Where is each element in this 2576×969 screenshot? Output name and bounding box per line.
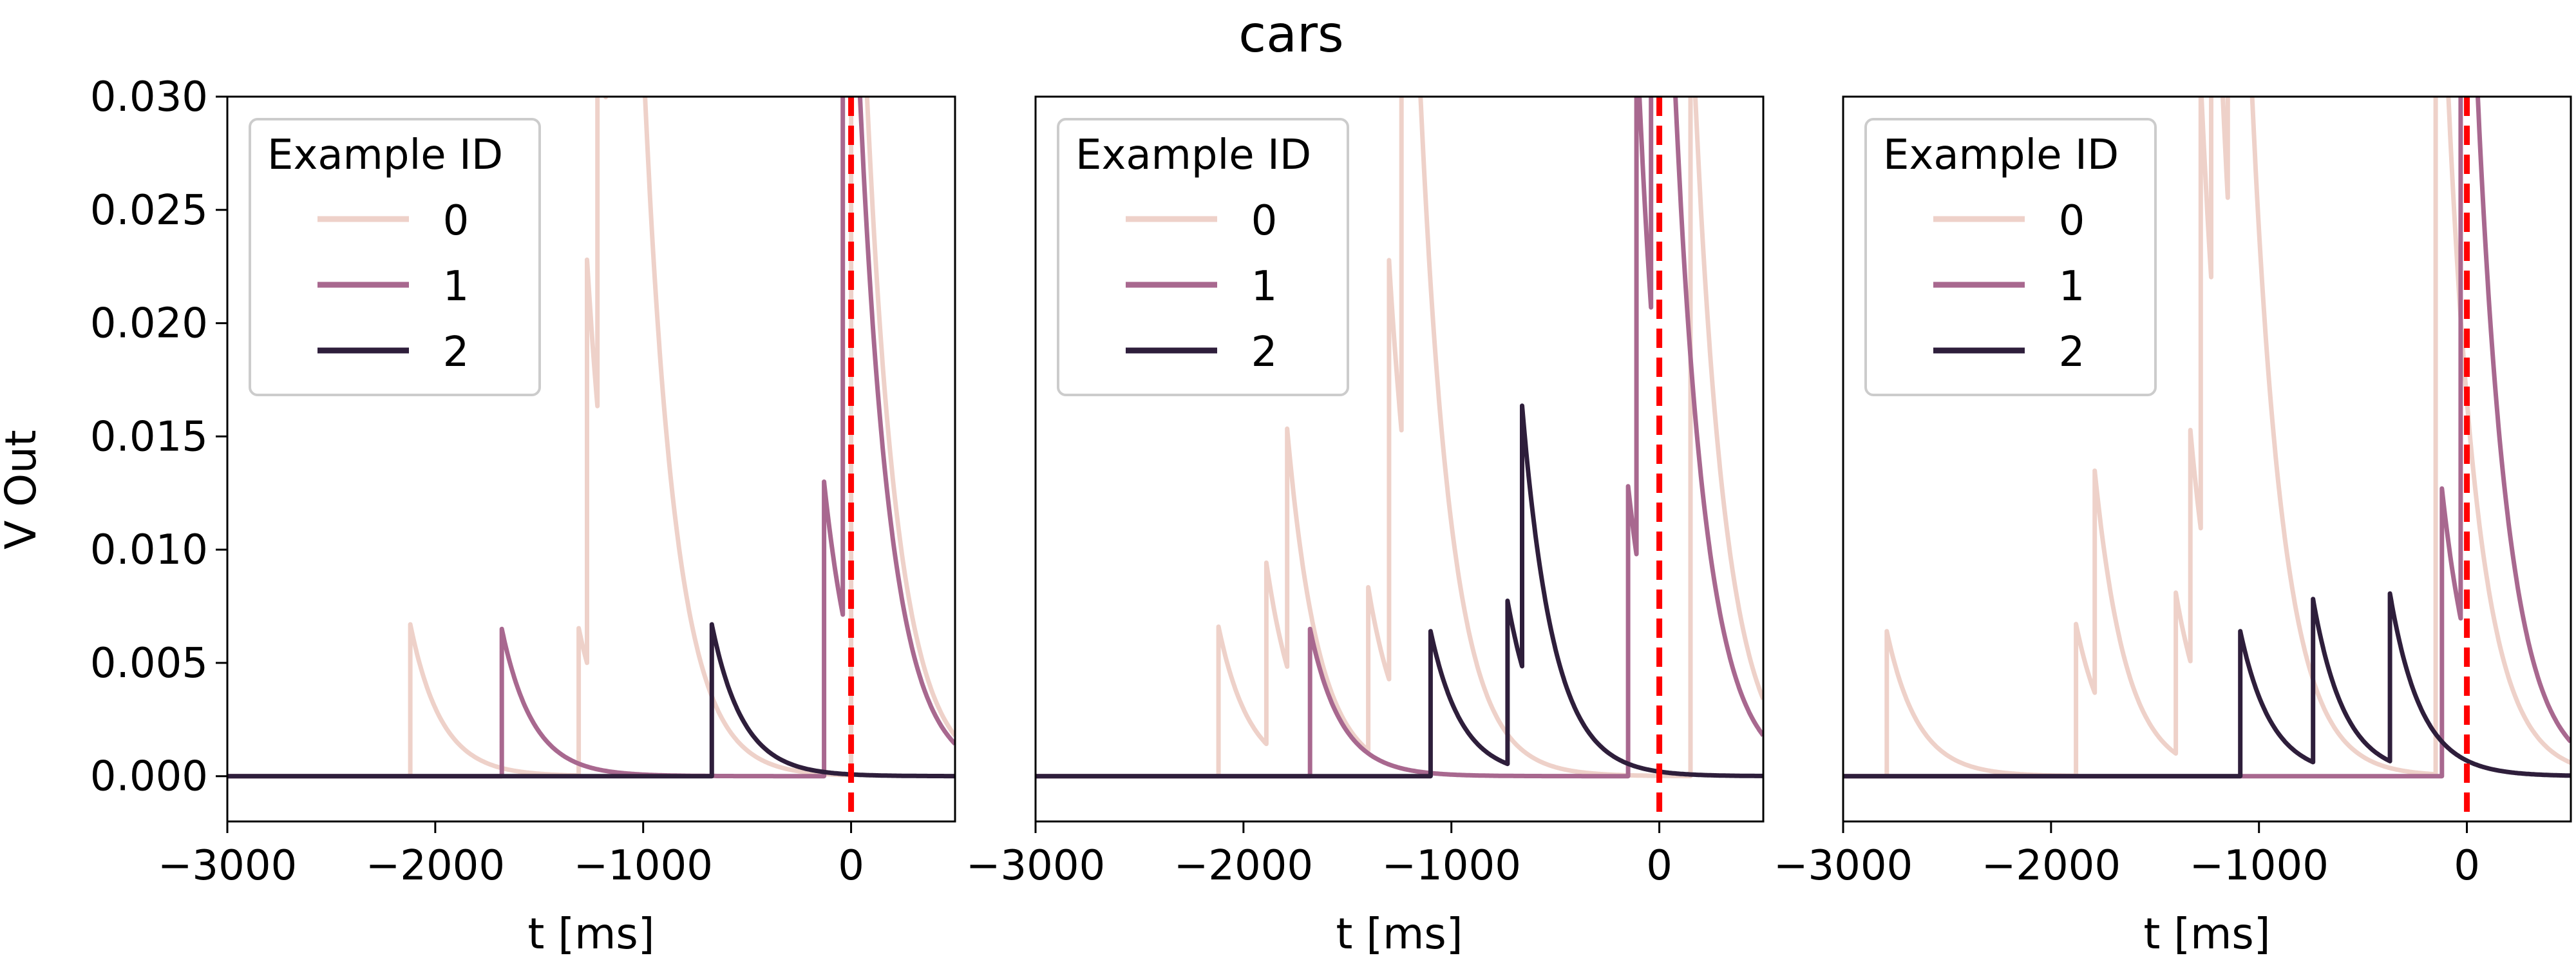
legend: Example ID 0 1 2 [249, 118, 541, 396]
legend-label-0: 0 [443, 197, 469, 245]
x-tick-label: −1000 [573, 842, 713, 890]
x-tick-label: −3000 [1774, 842, 1913, 890]
legend: Example ID 0 1 2 [1864, 118, 2157, 396]
panel-3: −3000 −2000 −1000 0 t [ms] Example ID 0 1 2 [1774, 95, 2572, 959]
x-tick-label: −3000 [158, 842, 298, 890]
x-tick-label: −2000 [1174, 842, 1314, 890]
legend-label-2: 2 [443, 329, 469, 376]
plot-area [1843, 97, 2571, 779]
plot-area [227, 97, 955, 779]
x-tick-label: −3000 [966, 842, 1106, 890]
legend: Example ID 0 1 2 [1057, 118, 1349, 396]
legend-label-1: 1 [443, 263, 469, 311]
x-tick-label: 0 [838, 842, 864, 890]
y-tick-label: 0.000 [90, 753, 208, 801]
plot-area [1036, 97, 1763, 779]
legend-label-0: 0 [1251, 197, 1278, 245]
series-line-2 [227, 622, 955, 779]
legend-label-2: 2 [1251, 329, 1278, 376]
legend-label-2: 2 [2059, 329, 2085, 376]
x-tick-label: 0 [1646, 842, 1672, 890]
panel-1: −3000 −2000 −1000 0 t [ms] 0.000 0.005 0.010 0.0… [90, 73, 956, 959]
axes-frame [1842, 95, 2572, 823]
legend-box [1864, 118, 2157, 396]
legend-label-1: 1 [1251, 263, 1278, 311]
y-tick-label: 0.025 [90, 187, 208, 235]
y-tick-label: 0.030 [90, 73, 208, 121]
axes-frame [1034, 95, 1765, 823]
legend-box [249, 118, 541, 396]
x-axis-label: t [ms] [2143, 909, 2270, 959]
x-axis-label: t [ms] [527, 909, 654, 959]
x-tick-label: −2000 [366, 842, 506, 890]
x-tick-label: 0 [2454, 842, 2480, 890]
legend-box [1057, 118, 1349, 396]
x-axis-label: t [ms] [1336, 909, 1463, 959]
series-line-2 [1843, 591, 2571, 779]
x-tick-label: −2000 [1982, 842, 2121, 890]
axes-frame [226, 95, 956, 823]
x-tick-label: −1000 [1381, 842, 1521, 890]
y-axis-label: V Out [0, 430, 46, 550]
legend-title: Example ID [1075, 131, 1311, 179]
x-tick-label: −1000 [2189, 842, 2329, 890]
y-tick-label: 0.020 [90, 300, 208, 348]
series-line-2 [1036, 403, 1763, 779]
y-tick-label: 0.005 [90, 640, 208, 687]
y-tick-label: 0.015 [90, 413, 208, 461]
legend-label-1: 1 [2059, 263, 2085, 311]
series-line-0 [1843, 97, 2571, 779]
legend-label-0: 0 [2059, 197, 2085, 245]
legend-title: Example ID [267, 131, 503, 179]
panels-group: −3000 −2000 −1000 0 t [ms] 0.000 0.005 0.010 0.0… [90, 73, 2572, 959]
chart-title: cars [1238, 6, 1343, 64]
y-tick-label: 0.010 [90, 526, 208, 574]
panel-2: −3000 −2000 −1000 0 t [ms] Example ID 0 1 2 [966, 95, 1765, 959]
legend-title: Example ID [1883, 131, 2119, 179]
